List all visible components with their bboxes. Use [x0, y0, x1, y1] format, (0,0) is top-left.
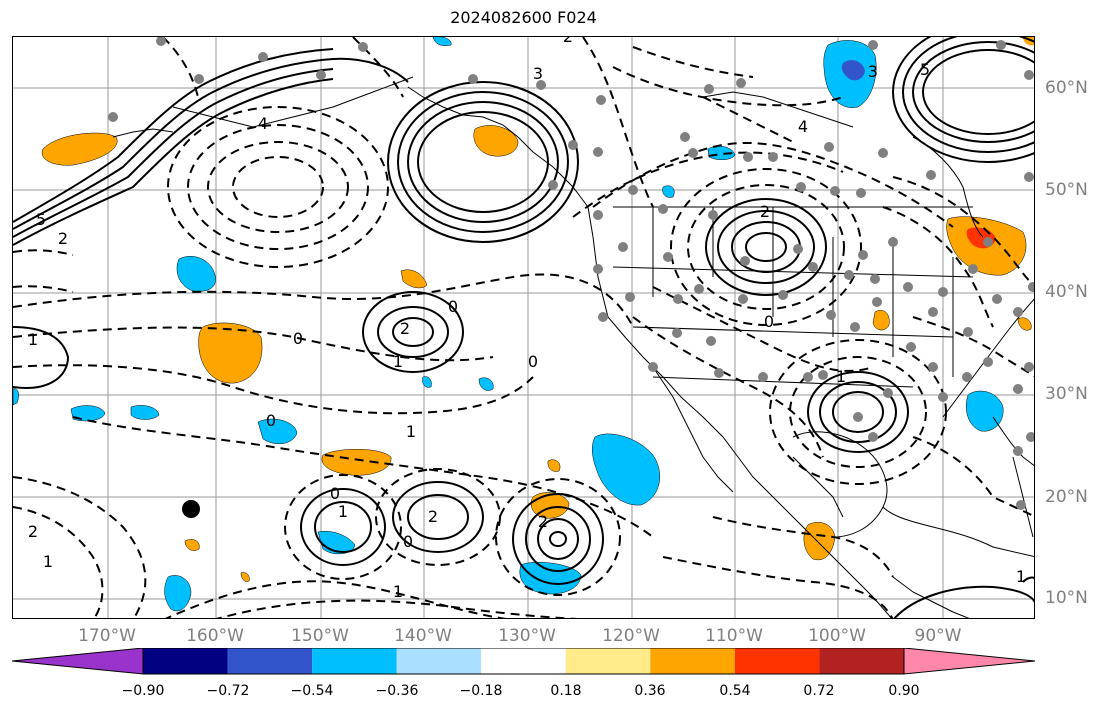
colorbar-tick-label: 0.54 [719, 683, 751, 699]
contour-label: 0 [528, 352, 538, 371]
colorbar-segment [819, 648, 904, 674]
map-panel: 5 4 3 2 1 0 0 0 2 1 0 1 2 1 2 0 0 1 2 1 … [12, 36, 1035, 619]
colorbar-tick-label: 0.90 [888, 683, 920, 699]
solid-contours [13, 37, 1034, 618]
lat-label: 60°N [1045, 78, 1088, 98]
lon-label: 120°W [602, 626, 660, 646]
colorbar-tick-label: −0.90 [121, 683, 165, 699]
contour-label: 0 [403, 532, 413, 551]
positive-anomaly-patch [198, 322, 263, 384]
contour-label: 1 [406, 422, 416, 441]
contour-label: 0 [764, 312, 774, 331]
contour-label: 2 [28, 522, 38, 541]
colorbar-segment [565, 648, 651, 674]
lon-label: 100°W [808, 626, 866, 646]
negative-anomaly-patch [965, 390, 1004, 432]
positive-anomaly-patch [184, 539, 200, 551]
lon-label: 150°W [291, 626, 349, 646]
lat-label: 30°N [1045, 384, 1088, 404]
colorbar-tick-label: 0.36 [634, 683, 666, 699]
negative-anomaly-patch [130, 405, 160, 420]
positive-anomaly-patch [1017, 317, 1032, 331]
lon-label: 140°W [394, 626, 452, 646]
positive-anomaly-patch [240, 572, 250, 582]
contour-labels: 5 4 3 2 1 0 0 0 2 1 0 1 2 1 2 0 0 1 2 1 … [28, 37, 1026, 601]
colorbar-max-arrow [903, 648, 1036, 675]
lat-label: 50°N [1045, 180, 1088, 200]
contour-label: 2 [400, 319, 410, 338]
contour-label: 5 [920, 60, 930, 79]
dashed-contours [13, 37, 1034, 618]
positive-anomaly-patch [41, 132, 118, 166]
colorbar-tick-label: −0.36 [375, 683, 419, 699]
contour-label: 2 [538, 512, 548, 531]
negative-anomaly-patch [257, 418, 298, 445]
colorbar-tick-label: −0.18 [459, 683, 503, 699]
contour-label: 2 [760, 202, 770, 221]
contour-label: 2 [428, 507, 438, 526]
weather-map: 5 4 3 2 1 0 0 0 2 1 0 1 2 1 2 0 0 1 2 1 … [13, 37, 1034, 618]
contour-label: 1 [43, 552, 53, 571]
contour-label: 3 [868, 62, 878, 81]
lon-label: 160°W [186, 626, 244, 646]
contour-label: 4 [258, 114, 268, 133]
contour-label: 1 [393, 352, 403, 371]
contour-label: 0 [448, 297, 458, 316]
station-dots [108, 37, 1034, 510]
contour-label: 1 [836, 367, 846, 386]
map-title: 2024082600 F024 [450, 8, 597, 27]
contour-label: 1 [1016, 567, 1026, 586]
colorbar-segment [143, 648, 228, 674]
positive-anomaly-patch [432, 37, 452, 46]
lon-label: 90°W [914, 626, 962, 646]
negative-anomaly-patch [176, 256, 216, 292]
negative-anomaly-patch [164, 575, 192, 612]
colorbar-segment [312, 648, 397, 674]
colorbar [11, 648, 1036, 675]
negative-anomaly-patch [478, 377, 494, 391]
colorbar-segment [734, 648, 820, 674]
lat-label: 10°N [1045, 588, 1088, 608]
colorbar-segment [481, 648, 566, 674]
contour-label: 1 [338, 502, 348, 521]
colorbar-segment [396, 648, 482, 674]
contour-label: 5 [36, 210, 46, 229]
positive-anomaly-patch [400, 269, 428, 289]
contour-label: 0 [330, 484, 340, 503]
colorbar-min-arrow [11, 648, 144, 675]
negative-anomaly-patch [662, 185, 675, 198]
contour-label: 2 [563, 37, 573, 46]
colorbar-segments [142, 648, 905, 675]
lat-label: 20°N [1045, 487, 1088, 507]
negative-anomaly-patch [422, 376, 432, 388]
colorbar-tick-label: −0.72 [206, 683, 250, 699]
positive-anomaly-patch [473, 125, 519, 157]
lon-label: 130°W [498, 626, 556, 646]
contour-label: 1 [393, 582, 403, 601]
contour-label: 3 [533, 64, 543, 83]
strong-negative-anomaly [841, 60, 865, 81]
contour-label: 4 [798, 117, 808, 136]
positive-anomaly-patch [547, 459, 561, 472]
negative-anomaly-patch [13, 388, 19, 406]
lon-label: 110°W [705, 626, 763, 646]
contour-label: 1 [28, 330, 38, 349]
contour-label: 0 [266, 411, 276, 430]
colorbar-tick-label: −0.54 [290, 683, 334, 699]
lat-label: 40°N [1045, 282, 1088, 302]
contour-label: 2 [58, 229, 68, 248]
positive-anomaly-patch [872, 309, 890, 331]
negative-anomaly-patch [70, 405, 106, 422]
colorbar-tick-label: 0.72 [803, 683, 835, 699]
positive-anomaly-patch [321, 448, 392, 476]
positive-anomaly-patch [803, 522, 836, 561]
contour-label: 0 [293, 329, 303, 348]
point-marker [182, 500, 200, 518]
colorbar-segment [227, 648, 313, 674]
negative-anomaly-patch [592, 433, 660, 506]
colorbar-segment [650, 648, 735, 674]
colorbar-tick-label: 0.18 [550, 683, 582, 699]
lon-label: 170°W [78, 626, 136, 646]
